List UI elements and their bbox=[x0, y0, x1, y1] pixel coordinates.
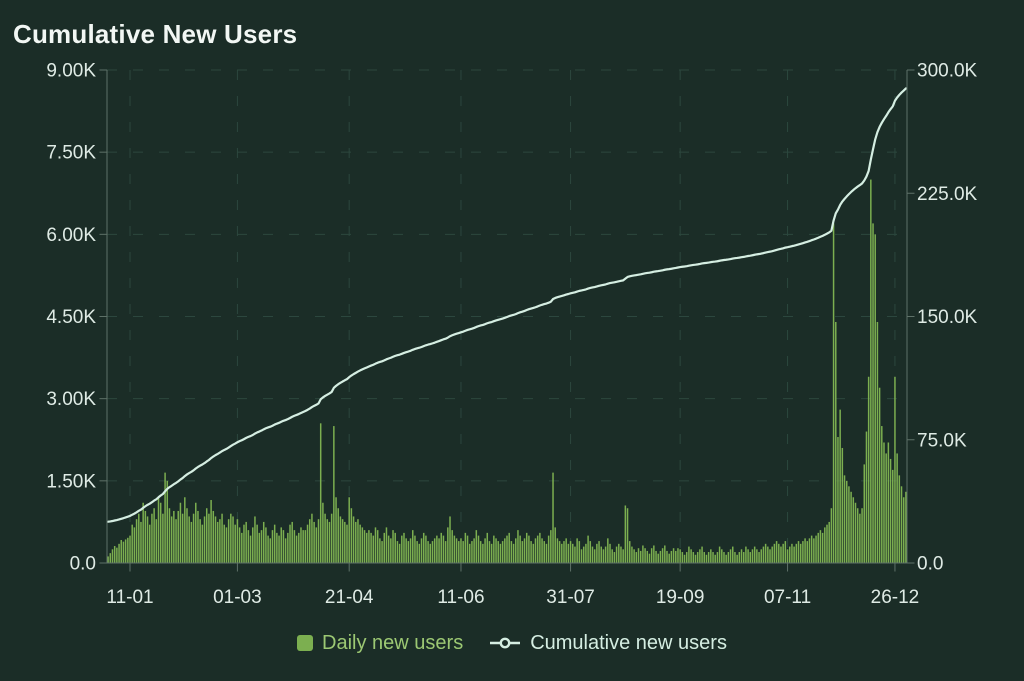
y-axis-right-labels: 300.0K 225.0K 150.0K 75.0K 0.0 bbox=[917, 61, 978, 575]
svg-text:19-09: 19-09 bbox=[656, 587, 705, 608]
y-axis-left-labels: 9.00K 7.50K 6.00K 4.50K 3.00K 1.50K 0.0 bbox=[46, 61, 96, 575]
svg-text:31-07: 31-07 bbox=[546, 587, 595, 608]
axes bbox=[99, 69, 915, 572]
legend-item-cumulative[interactable]: Cumulative new users bbox=[489, 632, 727, 655]
cumulative-line-series bbox=[106, 87, 908, 523]
svg-text:0.0: 0.0 bbox=[70, 554, 96, 575]
chart-legend: Daily new users Cumulative new users bbox=[0, 628, 1024, 658]
legend-item-daily[interactable]: Daily new users bbox=[297, 632, 463, 655]
svg-text:26-12: 26-12 bbox=[871, 587, 920, 608]
cumulative-line-marker-icon bbox=[490, 637, 521, 649]
svg-text:21-04: 21-04 bbox=[325, 587, 374, 608]
svg-text:01-03: 01-03 bbox=[213, 587, 262, 608]
svg-text:11-06: 11-06 bbox=[437, 587, 484, 608]
svg-text:07-11: 07-11 bbox=[764, 587, 811, 608]
svg-text:4.50K: 4.50K bbox=[46, 307, 96, 328]
svg-text:6.00K: 6.00K bbox=[46, 225, 96, 246]
legend-daily-label: Daily new users bbox=[322, 631, 464, 654]
page-title: Cumulative New Users bbox=[13, 19, 298, 49]
daily-series-swatch-icon bbox=[297, 635, 314, 651]
svg-text:75.0K: 75.0K bbox=[917, 430, 967, 451]
svg-text:225.0K: 225.0K bbox=[917, 184, 978, 205]
svg-text:1.50K: 1.50K bbox=[46, 471, 96, 492]
svg-text:150.0K: 150.0K bbox=[917, 307, 978, 328]
svg-text:11-01: 11-01 bbox=[106, 587, 153, 608]
svg-text:7.50K: 7.50K bbox=[46, 143, 96, 164]
legend-cumulative-label: Cumulative new users bbox=[530, 631, 727, 654]
svg-text:0.0: 0.0 bbox=[917, 554, 943, 575]
svg-text:9.00K: 9.00K bbox=[46, 61, 96, 82]
x-axis-labels: 11-01 01-03 21-04 11-06 31-07 19-09 07-11 26-12 bbox=[106, 587, 919, 608]
svg-text:300.0K: 300.0K bbox=[917, 61, 978, 82]
daily-new-users-bars bbox=[107, 179, 907, 563]
svg-text:3.00K: 3.00K bbox=[46, 389, 96, 410]
